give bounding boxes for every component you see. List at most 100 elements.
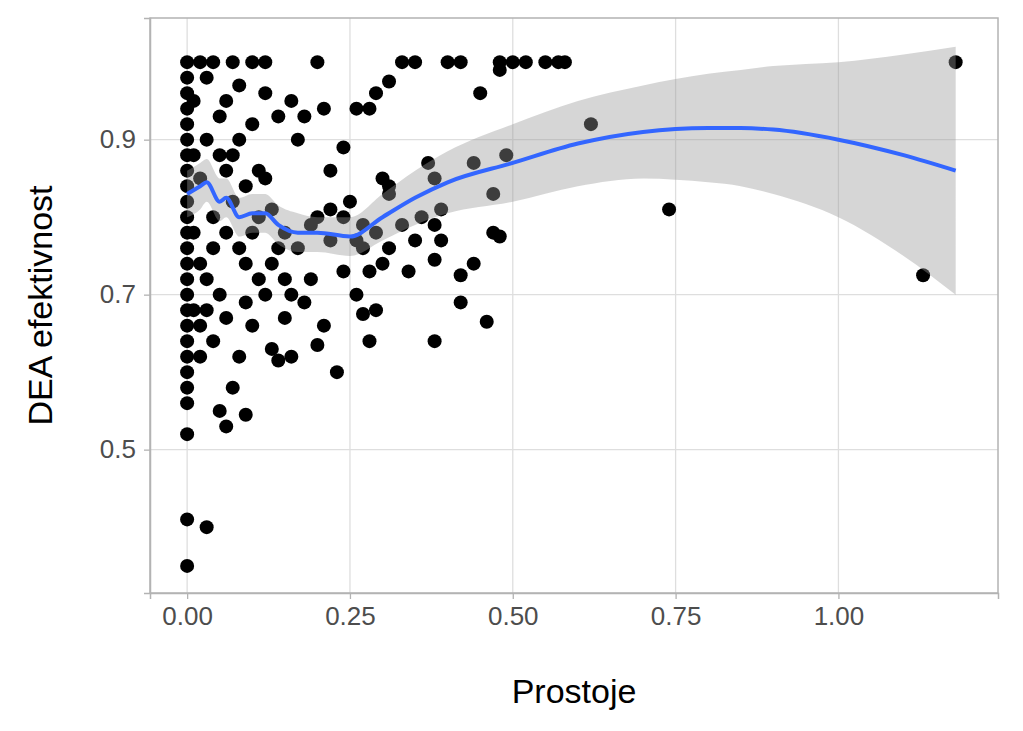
point [291,133,305,147]
point [362,264,376,278]
grid-line-y [150,449,998,450]
point [382,75,396,89]
x-tick-mark [350,593,351,599]
point [180,257,194,271]
point [232,78,246,92]
point [428,334,442,348]
point [226,55,240,69]
point [180,288,194,302]
point [454,55,468,69]
point [180,396,194,410]
point [180,71,194,85]
point [206,55,220,69]
point [180,365,194,379]
point [382,241,396,255]
y-axis: 0.5 0.7 0.9 [100,19,151,594]
point [662,202,676,216]
x-tick-mark [513,593,514,599]
x-axis: 0.00 0.25 0.50 0.75 1.00 [151,593,999,631]
point [323,202,337,216]
x-tick: 1.00 [814,593,865,631]
x-tick-mark [675,593,676,599]
point [187,303,201,317]
point [187,94,201,108]
point [180,350,194,364]
point [180,319,194,333]
point [239,408,253,422]
point [493,230,507,244]
grid-line-x [349,18,350,593]
point [258,288,272,302]
point [239,295,253,309]
plot-area [180,47,963,573]
y-axis-title: DEA efektivnost [21,185,59,426]
point [245,319,259,333]
smooth-line [187,128,956,236]
point [310,55,324,69]
point [480,315,494,329]
point [180,381,194,395]
y-tick: 0.9 [100,124,150,154]
point [317,319,331,333]
grid-line-y [150,294,998,295]
point [284,350,298,364]
x-tick-label: 0.00 [162,601,213,631]
point [193,350,207,364]
point [362,334,376,348]
grid-line-x [512,18,513,593]
point [187,148,201,162]
point [265,257,279,271]
point [245,117,259,131]
point [284,288,298,302]
point [232,133,246,147]
point [219,226,233,240]
point [193,55,207,69]
point [428,218,442,232]
point [271,354,285,368]
point [213,109,227,123]
point [467,257,481,271]
point [297,109,311,123]
point [219,94,233,108]
grid [150,18,998,593]
point [454,295,468,309]
chart: 0.000.250.500.751.000.50.70.9ProstojeDEA… [0,0,1023,731]
point [206,334,220,348]
point [239,179,253,193]
x-tick-label: 0.75 [651,601,702,631]
point [408,55,422,69]
point [428,253,442,267]
point [297,295,311,309]
point [180,133,194,147]
point [349,102,363,116]
point [506,55,520,69]
y-tick-label: 0.9 [100,124,136,154]
point [558,55,572,69]
point [362,102,376,116]
point [180,512,194,526]
point [200,520,214,534]
point [193,257,207,271]
point [180,272,194,286]
x-tick: 0.75 [651,593,702,631]
point [434,233,448,247]
panel-border [150,18,998,593]
point [180,559,194,573]
point [278,272,292,286]
y-tick-label: 0.5 [100,434,136,464]
x-tick: 0.50 [488,593,539,631]
point [245,55,259,69]
point [369,303,383,317]
point [200,272,214,286]
point [200,303,214,317]
point [219,164,233,178]
x-tick: 0.25 [325,593,376,631]
y-tick: 0.7 [100,279,150,309]
x-tick-label: 0.25 [325,601,376,631]
confidence-band [187,47,956,295]
point [310,338,324,352]
point [239,257,253,271]
y-tick-mark [144,449,150,450]
point [258,86,272,100]
x-tick-mark [838,593,839,599]
